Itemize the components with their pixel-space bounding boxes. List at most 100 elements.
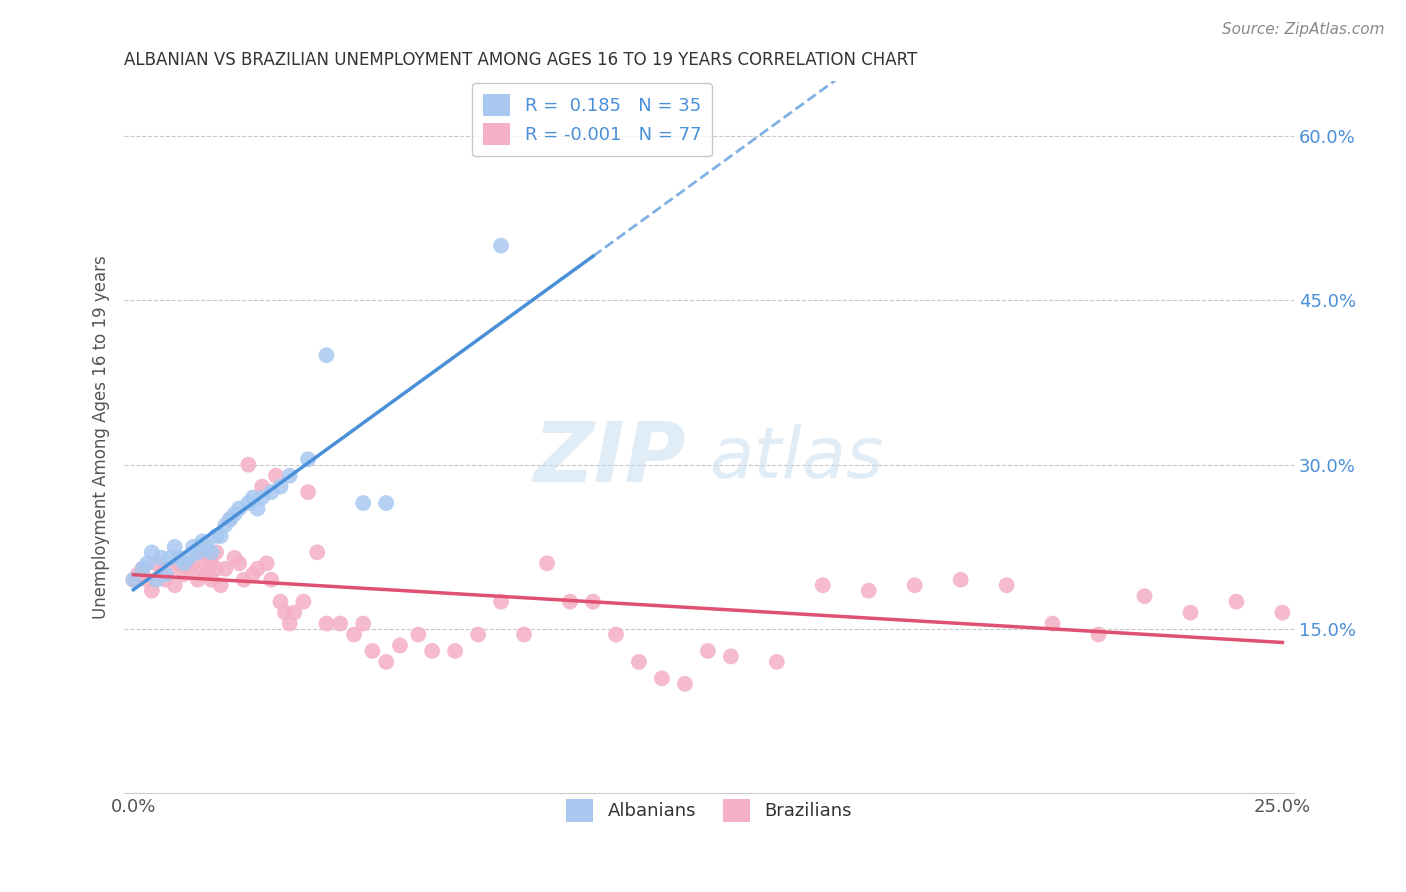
Point bbox=[420, 644, 443, 658]
Point bbox=[995, 578, 1018, 592]
Point bbox=[651, 671, 673, 685]
Point bbox=[214, 562, 236, 576]
Point bbox=[149, 567, 172, 582]
Point bbox=[191, 534, 214, 549]
Y-axis label: Unemployment Among Ages 16 to 19 years: Unemployment Among Ages 16 to 19 years bbox=[93, 255, 110, 619]
Point bbox=[187, 573, 209, 587]
Point bbox=[205, 545, 228, 559]
Point bbox=[375, 496, 398, 510]
Point bbox=[136, 557, 159, 571]
Point bbox=[173, 557, 195, 571]
Point bbox=[269, 480, 291, 494]
Point bbox=[163, 578, 186, 592]
Point bbox=[489, 238, 512, 252]
Point bbox=[1133, 589, 1156, 603]
Point bbox=[169, 550, 191, 565]
Point bbox=[177, 562, 200, 576]
Point bbox=[181, 540, 204, 554]
Point bbox=[141, 545, 163, 559]
Point bbox=[720, 649, 742, 664]
Point bbox=[375, 655, 398, 669]
Point bbox=[269, 595, 291, 609]
Point bbox=[444, 644, 467, 658]
Point bbox=[292, 595, 315, 609]
Point bbox=[260, 485, 283, 500]
Point bbox=[315, 616, 337, 631]
Point bbox=[155, 567, 177, 582]
Point bbox=[200, 545, 222, 559]
Point bbox=[1225, 595, 1247, 609]
Point bbox=[181, 557, 204, 571]
Point bbox=[127, 567, 149, 582]
Point bbox=[278, 468, 301, 483]
Point bbox=[1042, 616, 1064, 631]
Point bbox=[131, 562, 153, 576]
Point bbox=[159, 550, 181, 565]
Point bbox=[467, 627, 489, 641]
Point bbox=[352, 616, 374, 631]
Point bbox=[250, 491, 273, 505]
Point bbox=[232, 573, 254, 587]
Point bbox=[228, 557, 250, 571]
Point bbox=[408, 627, 430, 641]
Point bbox=[173, 567, 195, 582]
Point bbox=[136, 573, 159, 587]
Point bbox=[1087, 627, 1109, 641]
Point bbox=[696, 644, 718, 658]
Point bbox=[904, 578, 927, 592]
Point bbox=[228, 501, 250, 516]
Point bbox=[195, 550, 218, 565]
Point bbox=[224, 550, 246, 565]
Point bbox=[256, 557, 278, 571]
Text: Source: ZipAtlas.com: Source: ZipAtlas.com bbox=[1222, 22, 1385, 37]
Point bbox=[489, 595, 512, 609]
Point bbox=[513, 627, 536, 641]
Point bbox=[219, 512, 242, 526]
Point bbox=[131, 562, 153, 576]
Point bbox=[343, 627, 366, 641]
Point bbox=[297, 485, 319, 500]
Point bbox=[209, 578, 232, 592]
Point bbox=[536, 557, 558, 571]
Point bbox=[766, 655, 789, 669]
Point bbox=[209, 529, 232, 543]
Point bbox=[260, 573, 283, 587]
Point bbox=[242, 491, 264, 505]
Point bbox=[250, 480, 273, 494]
Point bbox=[1271, 606, 1294, 620]
Text: atlas: atlas bbox=[709, 425, 883, 493]
Point bbox=[315, 348, 337, 362]
Point bbox=[219, 512, 242, 526]
Point bbox=[246, 562, 269, 576]
Point bbox=[329, 616, 352, 631]
Point bbox=[191, 545, 214, 559]
Point bbox=[200, 557, 222, 571]
Point bbox=[274, 606, 297, 620]
Point bbox=[605, 627, 627, 641]
Point bbox=[238, 496, 260, 510]
Point bbox=[145, 557, 167, 571]
Point bbox=[242, 567, 264, 582]
Point bbox=[205, 529, 228, 543]
Point bbox=[582, 595, 605, 609]
Point bbox=[169, 557, 191, 571]
Point bbox=[224, 507, 246, 521]
Point bbox=[858, 583, 880, 598]
Point bbox=[949, 573, 972, 587]
Point bbox=[205, 562, 228, 576]
Point bbox=[187, 545, 209, 559]
Point bbox=[159, 562, 181, 576]
Point bbox=[191, 562, 214, 576]
Point bbox=[297, 452, 319, 467]
Point bbox=[141, 583, 163, 598]
Point bbox=[177, 550, 200, 565]
Point bbox=[673, 677, 696, 691]
Point bbox=[1180, 606, 1202, 620]
Point bbox=[122, 573, 145, 587]
Point bbox=[627, 655, 650, 669]
Point bbox=[214, 518, 236, 533]
Legend: Albanians, Brazilians: Albanians, Brazilians bbox=[554, 787, 865, 834]
Point bbox=[361, 644, 384, 658]
Point bbox=[388, 639, 411, 653]
Point bbox=[195, 567, 218, 582]
